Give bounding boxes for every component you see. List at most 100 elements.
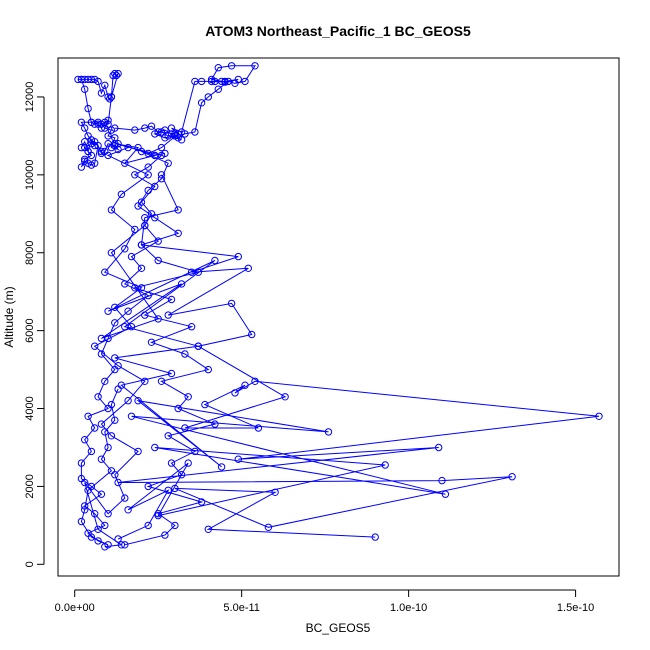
data-point <box>101 81 109 90</box>
data-point <box>187 323 196 331</box>
data-point <box>204 93 213 101</box>
x-tick-label: 1.0e-10 <box>390 602 427 614</box>
data-point <box>124 143 132 152</box>
data-point <box>97 149 106 158</box>
data-point <box>161 134 169 142</box>
data-point <box>381 461 389 469</box>
data-point <box>107 432 116 440</box>
data-point <box>94 77 102 86</box>
data-point <box>77 143 86 152</box>
data-point <box>124 397 132 405</box>
series-layer <box>74 62 603 551</box>
data-point <box>174 404 182 413</box>
data-point <box>134 447 142 456</box>
y-tick-label: 10000 <box>24 160 36 191</box>
data-point <box>174 206 182 214</box>
data-point <box>177 471 186 479</box>
data-point <box>137 241 146 249</box>
data-point <box>87 118 96 127</box>
data-point <box>91 342 99 350</box>
data-point <box>231 389 239 397</box>
data-point <box>508 473 516 481</box>
y-axis-label: Altitude (m) <box>2 286 16 347</box>
data-point <box>144 482 152 491</box>
data-point <box>97 490 106 498</box>
data-point <box>141 221 149 230</box>
data-point <box>441 490 450 498</box>
data-point <box>197 99 206 107</box>
data-point <box>147 338 156 346</box>
data-point <box>107 206 116 214</box>
data-point <box>104 443 112 452</box>
y-axis: 0 2000 4000 6000 8000 10000 12000 <box>24 82 45 567</box>
data-point <box>154 256 162 265</box>
data-point <box>77 517 86 526</box>
data-point <box>121 494 129 502</box>
data-point <box>101 428 109 436</box>
data-point <box>117 381 126 389</box>
data-point <box>197 498 206 506</box>
data-point <box>191 128 199 136</box>
data-point <box>181 424 189 432</box>
data-point <box>134 202 142 210</box>
data-point <box>211 256 219 265</box>
data-point <box>131 225 139 234</box>
data-point <box>111 365 119 374</box>
data-point <box>281 393 289 401</box>
data-point <box>117 190 126 199</box>
data-point <box>438 476 446 485</box>
data-point <box>264 523 273 531</box>
y-tick-label: 12000 <box>24 82 36 113</box>
data-point <box>104 132 112 140</box>
data-point <box>157 171 166 179</box>
data-point <box>111 124 119 132</box>
data-point <box>77 75 86 84</box>
data-point <box>91 138 99 146</box>
data-point <box>104 93 112 101</box>
data-point <box>91 510 99 518</box>
data-point <box>144 186 152 195</box>
data-point <box>371 533 379 541</box>
data-point <box>324 428 333 436</box>
data-point <box>112 71 121 80</box>
data-point <box>81 143 89 152</box>
y-tick-label: 8000 <box>24 240 36 264</box>
data-series <box>111 62 259 160</box>
data-point <box>111 319 119 327</box>
data-point <box>97 420 106 428</box>
data-point <box>164 432 172 440</box>
data-point <box>207 77 216 86</box>
data-point <box>595 412 603 420</box>
data-point <box>234 455 243 463</box>
x-axis-label: BC_GEOS5 <box>306 621 371 635</box>
data-point <box>151 151 159 160</box>
data-point <box>167 369 176 378</box>
data-point <box>117 541 126 549</box>
data-point <box>151 214 159 222</box>
data-point <box>191 77 199 86</box>
data-point <box>131 126 139 134</box>
data-point <box>106 95 114 103</box>
data-point <box>107 400 116 409</box>
series-line <box>118 174 600 538</box>
data-point <box>151 130 159 138</box>
data-point <box>171 130 179 138</box>
data-point <box>114 535 122 543</box>
data-point <box>111 354 119 362</box>
data-point <box>104 541 112 549</box>
data-point <box>114 69 122 78</box>
data-point <box>147 122 156 130</box>
plot-area <box>57 57 620 577</box>
data-point <box>177 280 186 288</box>
data-point <box>141 124 149 132</box>
data-series <box>77 116 122 171</box>
data-point <box>144 163 152 171</box>
data-point <box>111 141 119 150</box>
data-point <box>77 459 86 467</box>
data-point <box>127 412 136 420</box>
data-point <box>104 140 112 148</box>
data-point <box>87 533 96 541</box>
data-point <box>101 118 109 127</box>
data-point <box>181 350 189 358</box>
